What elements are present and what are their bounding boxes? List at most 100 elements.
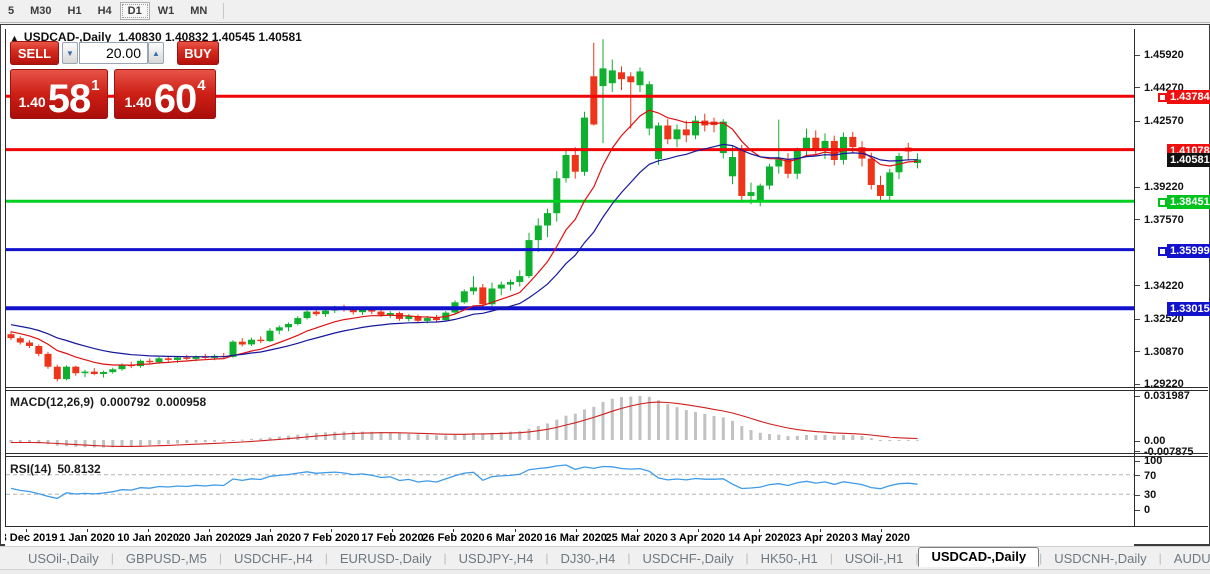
date-tick-mark — [758, 529, 760, 532]
macd-axis-tick: 0.00 — [1135, 435, 1165, 447]
date-tick-mark — [270, 529, 272, 532]
main-macd-splitter — [5, 390, 1208, 391]
macd-rsi-splitter — [5, 456, 1208, 457]
tab-separator: | — [218, 551, 222, 565]
sell-price-prefix: 1.40 — [18, 94, 46, 110]
date-tick-mark — [209, 529, 211, 532]
date-axis-label: 1 Jan 2020 — [59, 532, 115, 544]
chart-tab-usdcnh-daily[interactable]: USDCNH-,Daily — [1054, 550, 1147, 566]
hline-handle[interactable] — [1158, 246, 1167, 256]
tab-separator: | — [1039, 551, 1043, 565]
buy-price-prefix: 1.40 — [124, 94, 152, 110]
chart-tab-usdchf-daily[interactable]: USDCHF-,Daily — [642, 550, 734, 566]
date-tick-mark — [697, 529, 699, 532]
price-level-label: 1.43784 — [1167, 90, 1210, 105]
price-level-label: 1.35999 — [1167, 243, 1210, 258]
macd-value-signal: 0.000958 — [156, 395, 207, 409]
date-axis-label: 16 Mar 2020 — [544, 532, 607, 544]
tab-separator: | — [915, 551, 919, 565]
buy-price-box[interactable]: 1.40 60 4 — [114, 69, 216, 119]
date-tick-mark — [331, 529, 333, 532]
date-axis-label: 6 Mar 2020 — [486, 532, 543, 544]
date-tick-mark — [514, 529, 516, 532]
rsi-axis-tick: 70 — [1135, 470, 1156, 482]
macd-axis-tick: 0.031987 — [1135, 390, 1190, 402]
sell-price-big: 58 — [47, 77, 91, 122]
price-axis-tick: 1.39220 — [1135, 181, 1184, 193]
macd-title: MACD(12,26,9) — [10, 395, 95, 409]
tab-separator: | — [545, 551, 549, 565]
volume-increase-button[interactable]: ▲ — [148, 42, 164, 64]
date-tick-mark — [819, 529, 821, 532]
chart-tab-audusd-daily[interactable]: AUDUSD-,Daily — [1173, 550, 1210, 566]
tab-separator: | — [443, 551, 447, 565]
sell-price-box[interactable]: 1.40 58 1 — [10, 69, 108, 119]
price-level-label: 1.33015 — [1167, 302, 1210, 317]
volume-input[interactable] — [79, 42, 148, 64]
sell-price-pip: 1 — [91, 77, 100, 94]
macd-indicator-label: MACD(12,26,9) 0.000792 0.000958 — [10, 395, 212, 409]
timeframe-button-h4[interactable]: H4 — [97, 5, 112, 17]
date-axis-label: 20 Jan 2020 — [178, 532, 241, 544]
chart-quote-label: 1.40830 1.40832 1.40545 1.40581 — [118, 30, 302, 44]
hline-handle[interactable] — [1158, 198, 1167, 208]
volume-decrease-button[interactable]: ▼ — [62, 42, 78, 64]
price-axis-tick: 1.30870 — [1135, 346, 1184, 358]
chart-tab-usoil-h1[interactable]: USOil-,H1 — [844, 550, 904, 566]
buy-price-big: 60 — [153, 77, 197, 122]
chart-header: ▲ USDCAD-,Daily 1.40830 1.40832 1.40545 1.… — [10, 30, 302, 44]
price-level-label: 1.40581 — [1167, 153, 1210, 168]
timeframe-button-h1[interactable]: H1 — [67, 5, 82, 17]
date-axis-label: 29 Jan 2020 — [239, 532, 302, 544]
chart-tab-usdchf-h4[interactable]: USDCHF-,H4 — [233, 550, 313, 566]
tab-separator: | — [1158, 551, 1162, 565]
chart-symbol-label: USDCAD-,Daily — [23, 30, 112, 44]
status-bar — [0, 569, 1210, 574]
macd-panel-canvas[interactable] — [6, 391, 1134, 453]
price-axis-tick: 1.37570 — [1135, 214, 1184, 226]
rsi-axis-tick: 0 — [1135, 504, 1150, 516]
rsi-axis-tick: 100 — [1135, 455, 1162, 467]
price-axis-tick: 1.34220 — [1135, 280, 1184, 292]
main-chart-canvas[interactable] — [6, 29, 1134, 387]
rsi-panel-canvas[interactable] — [6, 457, 1134, 525]
buy-button[interactable]: BUY — [177, 41, 219, 65]
chart-tab-eurusd-daily[interactable]: EURUSD-,Daily — [339, 550, 432, 566]
macd-axis-tick: -0.007875 — [1135, 446, 1194, 458]
chart-tab-gbpusd-m5[interactable]: GBPUSD-,M5 — [125, 550, 207, 566]
price-axis-tick: 1.45920 — [1135, 49, 1184, 61]
sell-button[interactable]: SELL — [10, 41, 59, 65]
macd-value-main: 0.000792 — [100, 395, 151, 409]
toolbar-separator — [223, 3, 225, 19]
date-axis-label: 3 May 2020 — [851, 532, 911, 544]
chart-tab-usoil-daily[interactable]: USOil-,Daily — [28, 550, 99, 566]
chart-tab-hk50-h1[interactable]: HK50-,H1 — [760, 550, 818, 566]
timeframe-button-d1[interactable]: D1 — [119, 2, 150, 20]
date-axis-label: 23 Dec 2019 — [5, 532, 58, 544]
date-tick-mark — [453, 529, 455, 532]
chart-tab-bar: USOil-,Daily | GBPUSD-,M5 | USDCHF-,H4 | EURUS… — [0, 546, 1210, 569]
timeframe-button-mn[interactable]: MN — [190, 5, 208, 17]
date-tick-mark — [148, 529, 150, 532]
chart-tab-usdcad-daily[interactable]: USDCAD-,Daily — [918, 547, 1040, 567]
timeframe-button-w1[interactable]: W1 — [157, 5, 175, 17]
date-axis-label: 23 Apr 2020 — [789, 532, 851, 544]
tab-separator: | — [627, 551, 631, 565]
hline-handle[interactable] — [1158, 93, 1167, 103]
timeframe-button-5[interactable]: 5 — [8, 5, 15, 17]
price-axis-tick: 1.29220 — [1135, 378, 1184, 390]
chart-tab-usdjpy-h4[interactable]: USDJPY-,H4 — [458, 550, 534, 566]
date-axis-label: 7 Feb 2020 — [303, 532, 360, 544]
price-axis-tick: 1.42570 — [1135, 115, 1184, 127]
price-axis[interactable]: 1.45920 1.44270 1.42570 1.39220 1.37570 1.342… — [1135, 30, 1210, 527]
rsi-value: 50.8132 — [57, 462, 101, 476]
timeframe-button-m30[interactable]: M30 — [30, 5, 52, 17]
chart-tab-dj30-h4[interactable]: DJ30-,H4 — [560, 550, 616, 566]
collapse-triangle-icon[interactable]: ▲ — [10, 33, 19, 43]
date-tick-mark — [880, 529, 882, 532]
date-axis-label: 10 Jan 2020 — [117, 532, 180, 544]
date-axis-label: 3 Apr 2020 — [670, 532, 726, 544]
plot-bottom-border — [5, 526, 1208, 527]
